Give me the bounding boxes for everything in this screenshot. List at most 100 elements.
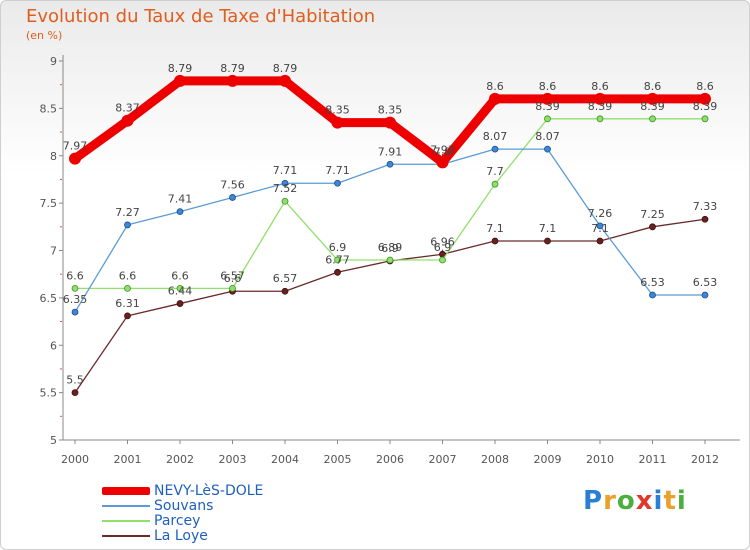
y-tick-label: 8.5 — [40, 102, 58, 115]
data-label-1-11: 6.53 — [640, 276, 665, 289]
legend-label-nevy: NEVY-LèS-DOLE — [154, 483, 264, 499]
y-tick-label: 5 — [50, 434, 57, 447]
data-point-2-4 — [281, 197, 289, 205]
y-tick-label: 9 — [50, 55, 57, 68]
data-point-1-3 — [229, 194, 236, 201]
y-tick-label: 7 — [50, 245, 57, 258]
data-point-0-7 — [436, 156, 449, 169]
data-label-3-9: 7.1 — [539, 222, 557, 235]
data-point-0-0 — [69, 152, 81, 165]
data-point-3-5 — [334, 268, 341, 276]
data-label-2-2: 6.6 — [171, 269, 189, 282]
legend-swatch-souvans — [102, 505, 150, 507]
data-label-1-10: 7.26 — [588, 207, 613, 220]
data-label-2-12: 8.39 — [693, 100, 718, 113]
data-label-0-4: 8.79 — [273, 62, 298, 75]
data-point-2-9 — [544, 115, 551, 123]
data-label-0-1: 8.37 — [115, 102, 140, 115]
data-label-1-8: 8.07 — [483, 130, 508, 143]
data-label-2-8: 7.7 — [486, 165, 504, 178]
legend-label-souvans: Souvans — [154, 498, 214, 514]
data-label-2-5: 6.9 — [329, 241, 347, 254]
data-point-2-3 — [229, 284, 236, 292]
data-label-3-11: 7.25 — [640, 208, 665, 221]
data-point-3-11 — [649, 223, 656, 231]
data-point-0-8 — [489, 92, 501, 105]
data-point-1-4 — [281, 179, 289, 187]
y-tick-label: 6.5 — [40, 292, 58, 305]
x-tick-label: 2005 — [324, 453, 352, 466]
data-point-3-4 — [281, 287, 289, 295]
y-tick-label: 6 — [50, 339, 57, 352]
data-point-1-8 — [491, 145, 499, 153]
data-label-1-5: 7.71 — [325, 164, 350, 177]
y-tick-label: 8 — [50, 150, 57, 163]
data-point-1-10 — [596, 222, 604, 230]
data-point-1-0 — [71, 308, 79, 316]
data-label-3-12: 7.33 — [693, 200, 718, 213]
x-tick-label: 2006 — [376, 453, 404, 466]
data-point-0-3 — [226, 74, 239, 87]
data-point-0-9 — [541, 92, 554, 105]
data-point-2-5 — [334, 256, 341, 264]
data-point-1-6 — [386, 160, 394, 168]
data-point-0-6 — [384, 116, 396, 129]
data-point-2-10 — [596, 115, 604, 123]
data-label-2-11: 8.39 — [640, 100, 665, 113]
data-point-0-1 — [121, 114, 134, 127]
data-point-3-9 — [544, 237, 551, 245]
proxiti-logo: Proxiti — [583, 486, 687, 516]
data-point-2-12 — [701, 115, 709, 123]
data-label-1-4: 7.71 — [273, 164, 298, 177]
data-label-0-11: 8.6 — [644, 80, 662, 93]
data-point-1-5 — [334, 179, 341, 187]
data-label-0-10: 8.6 — [591, 80, 609, 93]
data-label-2-9: 8.39 — [535, 100, 560, 113]
x-tick-label: 2003 — [219, 453, 247, 466]
data-label-2-10: 8.39 — [588, 100, 613, 113]
x-tick-label: 2012 — [691, 453, 719, 466]
data-label-3-10: 7.1 — [591, 222, 609, 235]
data-label-0-3: 8.79 — [220, 62, 245, 75]
data-point-2-11 — [649, 115, 656, 123]
data-point-2-7 — [439, 256, 446, 264]
data-label-3-3: 6.6 — [224, 272, 242, 285]
legend-swatch-parcey — [102, 520, 150, 522]
data-label-1-0: 6.35 — [63, 293, 88, 306]
data-label-1-1: 7.27 — [115, 206, 140, 219]
legend-label-la-loye: La Loye — [154, 528, 208, 544]
data-point-0-12 — [699, 92, 711, 105]
x-tick-label: 2008 — [481, 453, 509, 466]
data-label-0-8: 8.6 — [486, 80, 504, 93]
data-label-3-5: 6.77 — [325, 253, 350, 266]
data-label-0-2: 8.79 — [168, 62, 193, 75]
data-label-2-7: 6.9 — [434, 241, 452, 254]
data-label-1-9: 8.07 — [535, 130, 560, 143]
data-point-2-2 — [176, 284, 184, 292]
x-tick-label: 2010 — [586, 453, 614, 466]
data-label-0-5: 8.35 — [325, 104, 350, 117]
data-point-3-10 — [596, 237, 604, 245]
data-point-3-0 — [71, 389, 79, 397]
data-point-0-10 — [594, 92, 606, 105]
data-point-1-11 — [649, 291, 656, 299]
data-point-0-2 — [174, 74, 186, 87]
data-point-2-6 — [386, 256, 394, 264]
legend-label-parcey: Parcey — [154, 513, 201, 529]
data-point-3-12 — [701, 215, 709, 223]
y-tick-label: 5.5 — [40, 387, 58, 400]
x-tick-label: 2004 — [271, 453, 299, 466]
y-tick-label: 7.5 — [40, 197, 58, 210]
data-label-3-0: 5.5 — [66, 374, 84, 387]
data-label-3-7: 6.96 — [430, 235, 455, 248]
data-label-3-1: 6.31 — [115, 297, 140, 310]
data-label-2-3: 6.57 — [220, 269, 245, 282]
data-label-1-3: 7.56 — [220, 178, 245, 191]
x-tick-label: 2000 — [61, 453, 89, 466]
data-label-0-0: 7.97 — [63, 140, 88, 153]
x-tick-label: 2002 — [166, 453, 194, 466]
data-point-1-12 — [701, 291, 709, 299]
data-label-1-7: 7.9 — [434, 145, 452, 158]
data-point-1-1 — [124, 221, 131, 229]
